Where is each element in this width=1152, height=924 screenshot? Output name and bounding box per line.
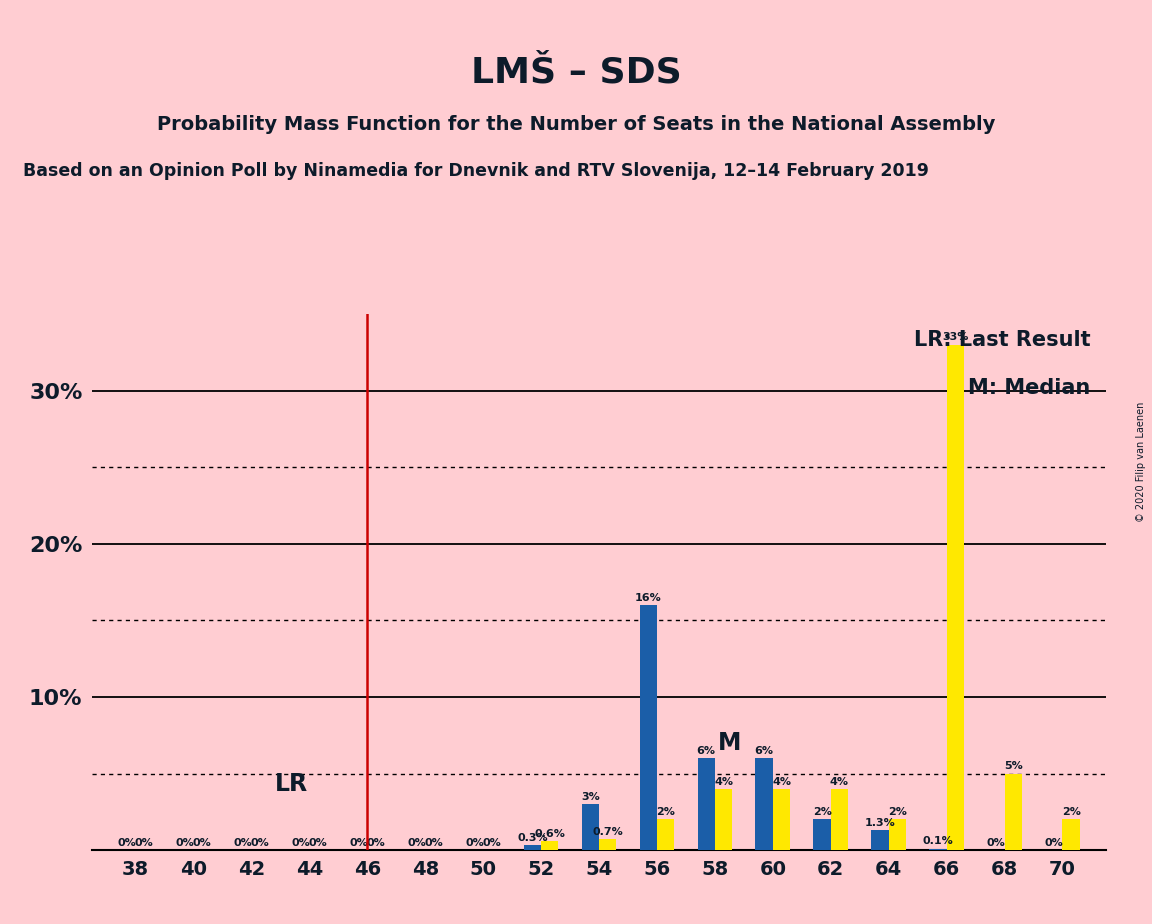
Text: LMŠ – SDS: LMŠ – SDS — [471, 55, 681, 90]
Text: Probability Mass Function for the Number of Seats in the National Assembly: Probability Mass Function for the Number… — [157, 116, 995, 135]
Text: M: M — [718, 731, 741, 755]
Text: 5%: 5% — [1003, 761, 1023, 772]
Text: 16%: 16% — [635, 593, 661, 602]
Text: 0%: 0% — [175, 838, 195, 848]
Text: 0%: 0% — [291, 838, 310, 848]
Bar — [930, 848, 947, 850]
Text: 2%: 2% — [888, 808, 907, 817]
Text: 2%: 2% — [812, 808, 832, 817]
Text: 2%: 2% — [657, 808, 675, 817]
Bar — [756, 759, 773, 850]
Text: 0%: 0% — [366, 838, 386, 848]
Bar — [871, 830, 888, 850]
Text: 0%: 0% — [986, 838, 1006, 848]
Text: 0%: 0% — [425, 838, 444, 848]
Text: 0%: 0% — [251, 838, 270, 848]
Bar — [524, 845, 541, 850]
Bar — [715, 789, 733, 850]
Bar — [639, 605, 657, 850]
Text: 33%: 33% — [942, 333, 969, 343]
Text: 0%: 0% — [192, 838, 212, 848]
Text: © 2020 Filip van Laenen: © 2020 Filip van Laenen — [1136, 402, 1146, 522]
Bar — [1005, 773, 1022, 850]
Bar — [773, 789, 790, 850]
Text: 0%: 0% — [407, 838, 426, 848]
Text: M: Median: M: Median — [969, 379, 1091, 398]
Text: 0%: 0% — [135, 838, 153, 848]
Text: 0%: 0% — [483, 838, 501, 848]
Text: 4%: 4% — [714, 776, 733, 786]
Text: 0%: 0% — [349, 838, 367, 848]
Text: 0.3%: 0.3% — [517, 833, 547, 844]
Bar — [657, 820, 674, 850]
Text: 1.3%: 1.3% — [865, 818, 895, 828]
Text: 4%: 4% — [829, 776, 849, 786]
Bar — [541, 841, 559, 850]
Text: 0%: 0% — [309, 838, 327, 848]
Bar — [697, 759, 715, 850]
Text: LR: LR — [274, 772, 308, 796]
Text: 0.7%: 0.7% — [592, 827, 623, 837]
Bar — [1062, 820, 1079, 850]
Text: 3%: 3% — [581, 792, 600, 802]
Text: 0.6%: 0.6% — [535, 829, 566, 839]
Text: 4%: 4% — [772, 776, 791, 786]
Text: 0%: 0% — [118, 838, 136, 848]
Text: 6%: 6% — [755, 746, 774, 756]
Text: 0%: 0% — [234, 838, 252, 848]
Text: Based on an Opinion Poll by Ninamedia for Dnevnik and RTV Slovenija, 12–14 Febru: Based on an Opinion Poll by Ninamedia fo… — [23, 162, 929, 179]
Bar — [582, 804, 599, 850]
Bar — [813, 820, 831, 850]
Bar — [831, 789, 848, 850]
Bar — [947, 345, 964, 850]
Text: 0.1%: 0.1% — [923, 836, 954, 846]
Text: 2%: 2% — [1062, 808, 1081, 817]
Bar — [888, 820, 907, 850]
Bar — [599, 839, 616, 850]
Text: 0%: 0% — [465, 838, 484, 848]
Text: 6%: 6% — [697, 746, 715, 756]
Text: LR: Last Result: LR: Last Result — [914, 330, 1091, 350]
Text: 0%: 0% — [1045, 838, 1063, 848]
